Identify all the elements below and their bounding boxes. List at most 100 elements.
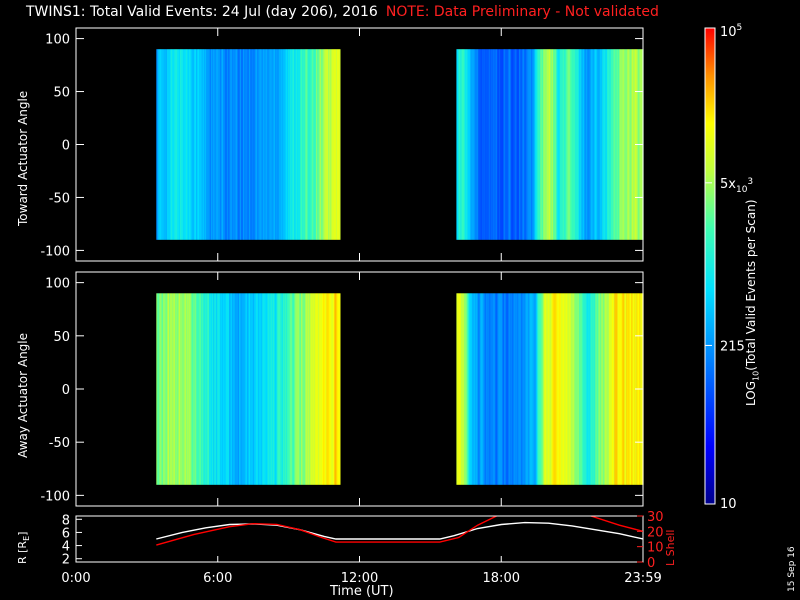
heatmap-column bbox=[277, 49, 279, 240]
heatmap-column bbox=[592, 49, 594, 240]
heatmap-column bbox=[295, 49, 297, 240]
heatmap-column bbox=[325, 293, 327, 485]
heatmap-column bbox=[463, 49, 465, 240]
heatmap-column bbox=[244, 293, 246, 485]
heatmap-column bbox=[467, 293, 469, 485]
heatmap-column bbox=[318, 49, 320, 240]
heatmap-column bbox=[552, 49, 554, 240]
heatmap-column bbox=[174, 49, 176, 240]
heatmap-column bbox=[292, 293, 294, 485]
heatmap-column bbox=[551, 293, 553, 485]
y-tick-label: 100 bbox=[45, 33, 70, 48]
heatmap-column bbox=[548, 49, 550, 240]
heatmap-column bbox=[594, 293, 596, 485]
heatmap-column bbox=[320, 293, 322, 485]
heatmap-column bbox=[560, 293, 562, 485]
heatmap-column bbox=[480, 293, 482, 485]
heatmap-column bbox=[229, 49, 231, 240]
heatmap-column bbox=[333, 49, 335, 240]
heatmap-column bbox=[268, 49, 270, 240]
heatmap-column bbox=[308, 49, 310, 240]
heatmap-column bbox=[268, 293, 270, 485]
heatmap-column bbox=[492, 49, 494, 240]
heatmap-column bbox=[245, 293, 247, 485]
heatmap-column bbox=[484, 293, 486, 485]
heatmap-column bbox=[317, 49, 319, 240]
heatmap-column bbox=[167, 293, 169, 485]
heatmap-column bbox=[282, 49, 284, 240]
heatmap-column bbox=[532, 49, 534, 240]
heatmap-column bbox=[504, 293, 506, 485]
heatmap-column bbox=[194, 49, 196, 240]
heatmap-column bbox=[288, 49, 290, 240]
heatmap-column bbox=[546, 293, 548, 485]
heatmap-column bbox=[212, 293, 214, 485]
heatmap-column bbox=[164, 49, 166, 240]
heatmap-column bbox=[598, 49, 600, 240]
heatmap-column bbox=[478, 293, 480, 485]
heatmap-column bbox=[535, 293, 537, 485]
heatmap-column bbox=[183, 293, 185, 485]
heatmap-column bbox=[159, 293, 161, 485]
heatmap-column bbox=[605, 49, 607, 240]
heatmap-column bbox=[551, 49, 553, 240]
y-tick-label: -50 bbox=[49, 191, 70, 206]
heatmap-column bbox=[337, 49, 339, 240]
heatmap-column bbox=[499, 293, 501, 485]
heatmap-column bbox=[187, 293, 189, 485]
heatmap-column bbox=[219, 49, 221, 240]
heatmap-column bbox=[470, 49, 472, 240]
heatmap-column bbox=[213, 293, 215, 485]
heatmap-column bbox=[623, 49, 625, 240]
heatmap-column bbox=[530, 293, 532, 485]
heatmap-column bbox=[539, 293, 541, 485]
heatmap-column bbox=[258, 293, 260, 485]
heatmap-column bbox=[264, 293, 266, 485]
heatmap-column bbox=[314, 293, 316, 485]
heatmap-column bbox=[245, 49, 247, 240]
tick-base: 10 bbox=[736, 185, 748, 195]
heatmap-column bbox=[291, 49, 293, 240]
heatmap-column bbox=[291, 293, 293, 485]
heatmap-column bbox=[557, 49, 559, 240]
heatmap-column bbox=[510, 293, 512, 485]
heatmap-column bbox=[196, 293, 198, 485]
heatmap-column bbox=[235, 49, 237, 240]
heatmap-column bbox=[602, 49, 604, 240]
heatmap-column bbox=[196, 49, 198, 240]
heatmap-column bbox=[495, 49, 497, 240]
heatmap-column bbox=[201, 49, 203, 240]
heatmap-column bbox=[564, 293, 566, 485]
heatmap-column bbox=[515, 293, 517, 485]
heatmap-column bbox=[204, 293, 206, 485]
colorbar-gradient bbox=[704, 27, 716, 505]
heatmap-column bbox=[180, 293, 182, 485]
heatmap-column bbox=[297, 293, 299, 485]
heatmap-column bbox=[249, 293, 251, 485]
heatmap-column bbox=[606, 49, 608, 240]
heatmap-column bbox=[230, 49, 232, 240]
time-tick-label: 6:00 bbox=[203, 571, 232, 586]
heatmap-column bbox=[501, 49, 503, 240]
heatmap-column bbox=[294, 49, 296, 240]
heatmap-column bbox=[260, 49, 262, 240]
heatmap-column bbox=[578, 49, 580, 240]
heatmap-column bbox=[168, 293, 170, 485]
heatmap-column bbox=[299, 293, 301, 485]
heatmap-column bbox=[195, 293, 197, 485]
heatmap-column bbox=[247, 293, 249, 485]
heatmap-column bbox=[198, 49, 200, 240]
lshell-series-line bbox=[590, 516, 643, 532]
heatmap-column bbox=[290, 49, 292, 240]
heatmap-column bbox=[562, 293, 564, 485]
heatmap-column bbox=[587, 49, 589, 240]
heatmap-column bbox=[190, 49, 192, 240]
heatmap-column bbox=[501, 293, 503, 485]
heatmap-column bbox=[579, 49, 581, 240]
heatmap-column bbox=[312, 293, 314, 485]
heatmap-column bbox=[236, 49, 238, 240]
heatmap-column bbox=[305, 293, 307, 485]
heatmap-column bbox=[192, 49, 194, 240]
heatmap-column bbox=[503, 49, 505, 240]
